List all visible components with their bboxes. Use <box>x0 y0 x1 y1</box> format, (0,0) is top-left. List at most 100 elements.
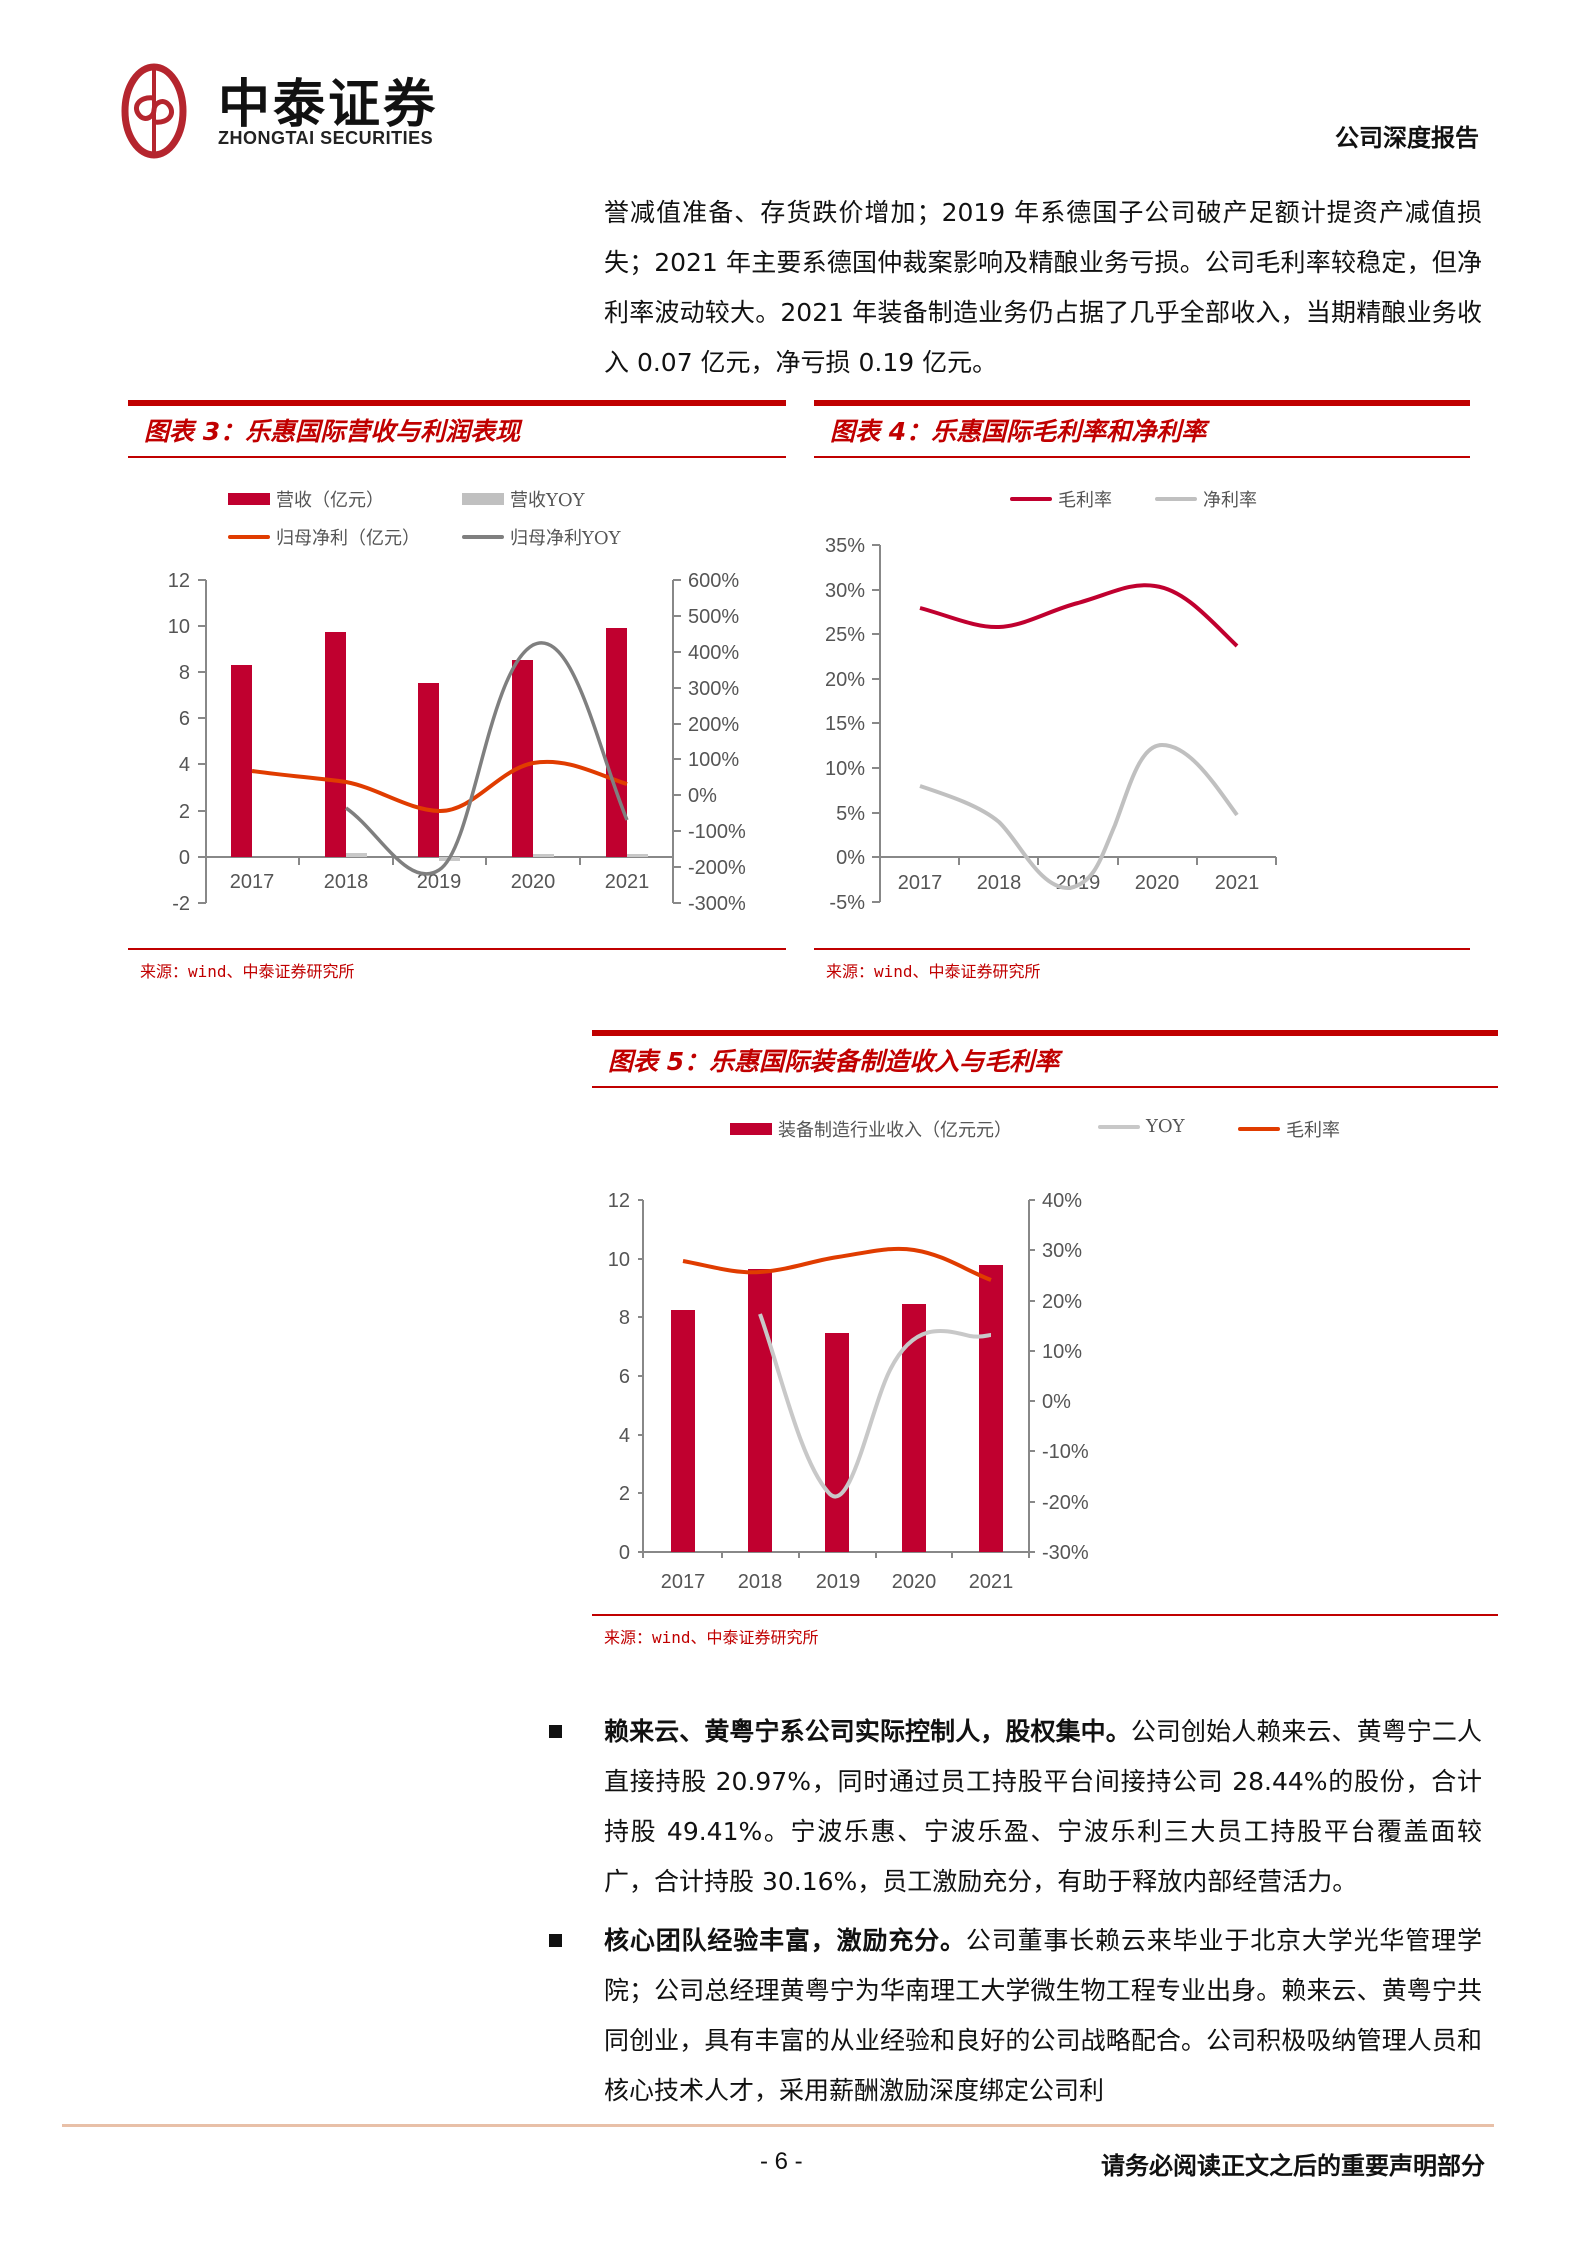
svg-text:2: 2 <box>619 1483 630 1505</box>
figure-5-source: 来源：wind、中泰证券研究所 <box>604 1628 819 1647</box>
svg-text:-10%: -10% <box>1042 1441 1089 1463</box>
svg-text:2021: 2021 <box>1215 872 1260 894</box>
line-swatch-icon <box>1010 497 1052 501</box>
figure-3-source: 来源：wind、中泰证券研究所 <box>140 962 355 981</box>
svg-text:-20%: -20% <box>1042 1492 1089 1514</box>
svg-text:2021: 2021 <box>605 871 650 893</box>
svg-text:12: 12 <box>608 1190 630 1212</box>
figure-5: 图表 5：乐惠国际装备制造收入与毛利率 <box>592 1030 1498 1088</box>
svg-text:20%: 20% <box>825 669 865 691</box>
disclaimer-note: 请务必阅读正文之后的重要声明部分 <box>1101 2151 1485 2180</box>
svg-text:2020: 2020 <box>892 1571 937 1593</box>
svg-text:5%: 5% <box>836 803 865 825</box>
svg-text:600%: 600% <box>688 570 739 592</box>
svg-text:2: 2 <box>179 801 190 823</box>
line-swatch-icon <box>1238 1127 1280 1131</box>
figure-5-legend: 装备制造行业收入（亿元元） YOY 毛利率 <box>660 1112 1440 1142</box>
report-type-label: 公司深度报告 <box>1335 123 1479 152</box>
svg-text:10%: 10% <box>825 758 865 780</box>
square-bullet-icon <box>549 1725 562 1738</box>
brand-name-cn: 中泰证券 <box>218 75 439 135</box>
legend-item-revenue: 营收（亿元） <box>228 486 384 512</box>
figure-4-legend: 毛利率 净利率 <box>950 482 1370 512</box>
company-logo <box>110 60 490 160</box>
svg-text:35%: 35% <box>825 535 865 557</box>
figure-4-chart: 35%30%25%20% 15%10%5%0%-5% 2017 2018 2019 2… <box>825 535 1277 914</box>
svg-text:0%: 0% <box>1042 1391 1071 1413</box>
svg-text:20%: 20% <box>1042 1291 1082 1313</box>
line-swatch-icon <box>462 535 504 539</box>
figure-3-chart: 12 10 8 6 4 2 0 -2 600% 500% 400% 300% 200% 100% 0%… <box>168 570 746 915</box>
bullet-heading: 核心团队经验丰富，激励充分。 <box>604 1926 966 1955</box>
svg-text:2017: 2017 <box>230 871 275 893</box>
svg-text:2019: 2019 <box>816 1571 861 1593</box>
figure-4-source: 来源：wind、中泰证券研究所 <box>826 962 1041 981</box>
legend-item-revenue-yoy: 营收YOY <box>462 486 585 512</box>
svg-text:15%: 15% <box>825 713 865 735</box>
svg-text:2018: 2018 <box>738 1571 783 1593</box>
svg-text:-200%: -200% <box>688 857 746 879</box>
line-swatch-icon <box>1098 1124 1140 1129</box>
legend-item-gross-margin: 毛利率 <box>1238 1116 1340 1142</box>
svg-text:-5%: -5% <box>829 892 865 914</box>
svg-text:4: 4 <box>619 1425 630 1447</box>
figure-4: 图表 4：乐惠国际毛利率和净利率 <box>814 400 1470 458</box>
figure-4-title: 图表 4：乐惠国际毛利率和净利率 <box>830 417 1207 446</box>
svg-text:2017: 2017 <box>661 1571 706 1593</box>
intro-paragraph: 誉减值准备、存货跌价增加；2019 年系德国子公司破产足额计提资产减值损失；20… <box>604 198 1482 377</box>
svg-text:6: 6 <box>619 1366 630 1388</box>
bar-swatch-icon <box>730 1123 772 1135</box>
figure-4-footer: 来源：wind、中泰证券研究所 <box>814 948 1470 988</box>
svg-text:-100%: -100% <box>688 821 746 843</box>
svg-text:25%: 25% <box>825 624 865 646</box>
bullet-body: 公司董事长赖云来毕业于北京大学光华管理学院；公司总经理黄粤宁为华南理工大学微生物… <box>604 1926 1482 2105</box>
figure-5-footer: 来源：wind、中泰证券研究所 <box>592 1614 1498 1654</box>
line-swatch-icon <box>228 535 270 539</box>
svg-text:200%: 200% <box>688 714 739 736</box>
svg-text:400%: 400% <box>688 642 739 664</box>
figure-3-title: 图表 3：乐惠国际营收与利润表现 <box>144 417 521 446</box>
bullet-body: 公司创始人赖来云、黄粤宁二人直接持股 20.97%，同时通过员工持股平台间接持公… <box>604 1717 1482 1896</box>
bar-swatch-icon <box>228 493 270 505</box>
svg-text:2020: 2020 <box>1135 872 1180 894</box>
bar-swatch-icon <box>462 493 504 505</box>
line-swatch-icon <box>1155 497 1197 501</box>
svg-text:10%: 10% <box>1042 1341 1082 1363</box>
svg-text:2017: 2017 <box>898 872 943 894</box>
svg-text:2018: 2018 <box>977 872 1022 894</box>
bullet-core-team: 核心团队经验丰富，激励充分。公司董事长赖云来毕业于北京大学光华管理学院；公司总经… <box>549 1916 1482 2116</box>
svg-text:6: 6 <box>179 708 190 730</box>
legend-item-net-profit-yoy: 归母净利YOY <box>462 524 621 550</box>
figure-3: 图表 3：乐惠国际营收与利润表现 <box>128 400 786 458</box>
svg-text:8: 8 <box>619 1307 630 1329</box>
svg-text:-2: -2 <box>172 893 190 915</box>
square-bullet-icon <box>549 1934 562 1947</box>
figure-3-legend: 营收（亿元） 营收YOY 归母净利（亿元） 归母净利YOY <box>200 482 760 552</box>
figure-5-chart: 12 10 8 6 4 2 0 40% 30% 20% 10% 0% -10% -20% -30% 2… <box>608 1190 1089 1593</box>
svg-text:8: 8 <box>179 662 190 684</box>
svg-text:30%: 30% <box>825 580 865 602</box>
svg-text:0%: 0% <box>688 785 717 807</box>
svg-text:2020: 2020 <box>511 871 556 893</box>
svg-text:100%: 100% <box>688 749 739 771</box>
bullet-equity-structure: 赖来云、黄粤宁系公司实际控制人，股权集中。公司创始人赖来云、黄粤宁二人直接持股 … <box>549 1707 1482 1907</box>
zhongtai-emblem-icon <box>121 63 187 159</box>
legend-item-gross-margin: 毛利率 <box>1010 486 1112 512</box>
svg-text:0: 0 <box>179 847 190 869</box>
bullet-heading: 赖来云、黄粤宁系公司实际控制人，股权集中。 <box>604 1717 1131 1746</box>
svg-text:10: 10 <box>168 616 190 638</box>
legend-item-equipment-revenue: 装备制造行业收入（亿元元） <box>730 1116 1012 1142</box>
svg-text:0: 0 <box>619 1542 630 1564</box>
svg-text:2021: 2021 <box>969 1571 1014 1593</box>
svg-text:40%: 40% <box>1042 1190 1082 1212</box>
svg-text:-300%: -300% <box>688 893 746 915</box>
svg-text:10: 10 <box>608 1249 630 1271</box>
page-number: - 6 - <box>760 2148 803 2175</box>
svg-text:4: 4 <box>179 754 190 776</box>
svg-text:2018: 2018 <box>324 871 369 893</box>
svg-text:2019: 2019 <box>417 871 462 893</box>
legend-item-net-margin: 净利率 <box>1155 486 1257 512</box>
footer-divider <box>62 2124 1494 2127</box>
svg-text:-30%: -30% <box>1042 1542 1089 1564</box>
svg-text:12: 12 <box>168 570 190 592</box>
